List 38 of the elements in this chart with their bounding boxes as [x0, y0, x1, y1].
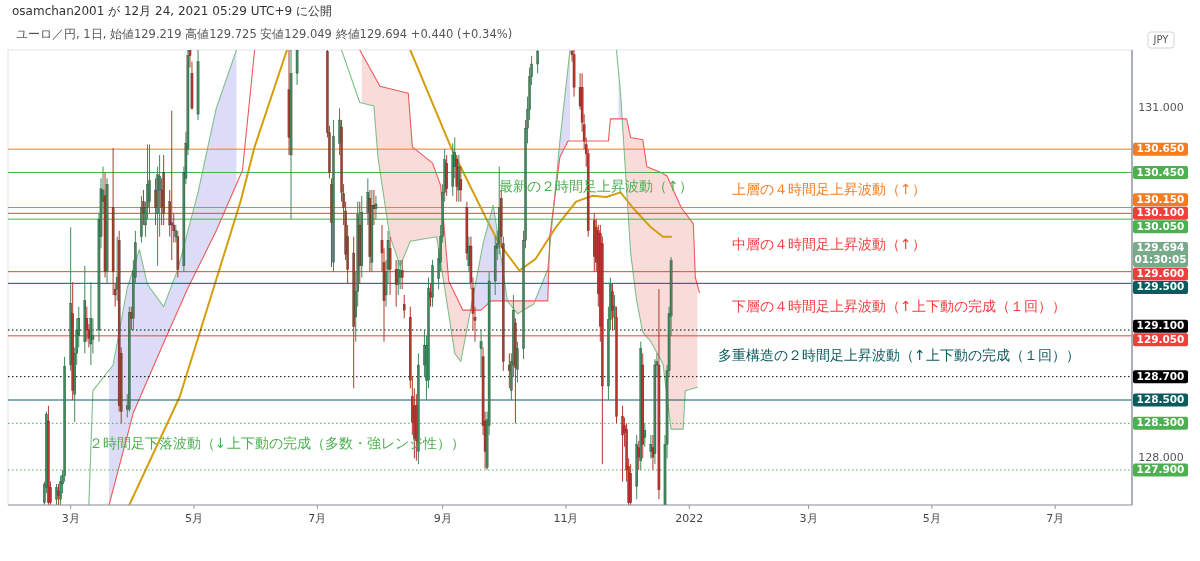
ref-line-label: 128.300 — [1136, 416, 1185, 429]
chart-title: osamchan2001 が 12月 24, 2021 05:29 UTC+9 に公開 — [12, 4, 332, 18]
x-tick-label: 11月 — [553, 512, 579, 525]
x-tick-label: 3月 — [61, 512, 80, 525]
annotation: 上層の４時間足上昇波動（↑） — [732, 181, 926, 197]
annotation: 下層の４時間足上昇波動（↑上下動の完成（１回）） — [732, 297, 1066, 314]
y-tick-label: 131.000 — [1138, 101, 1184, 115]
x-tick-label: 5月 — [184, 512, 203, 525]
text: 01:30:05 — [1134, 253, 1187, 266]
ref-line-label: 130.150 — [1136, 192, 1185, 205]
x-tick-label: 9月 — [433, 512, 452, 525]
x-tick-label: 2022 — [675, 512, 704, 525]
ref-line-label: 130.650 — [1136, 142, 1185, 155]
ref-line-label: 128.700 — [1136, 369, 1185, 382]
ref-line-label: 130.450 — [1136, 165, 1185, 178]
ref-line-label: 129.100 — [1136, 319, 1185, 332]
ref-line-label: 130.100 — [1136, 206, 1185, 219]
x-tick-label: 7月 — [1046, 512, 1065, 525]
ref-line-label: 130.050 — [1136, 219, 1185, 232]
ref-line-label: 128.500 — [1136, 393, 1185, 405]
x-tick-label: 3月 — [799, 512, 818, 525]
ref-line-label: 129.600 — [1136, 266, 1185, 279]
candlestick — [89, 281, 93, 366]
x-tick-label: 5月 — [922, 512, 941, 525]
y-axis-title: JPY — [1152, 34, 1170, 45]
ref-line-label: 129.050 — [1136, 332, 1185, 345]
text: 129.694 — [1136, 241, 1185, 254]
ref-line-label: 129.500 — [1136, 280, 1185, 293]
chart-subtitle: ユーロ／円, 1日, 始値129.219 高値129.725 安値129.049 終値129.694 +0.440 (+0.34%) — [16, 27, 513, 41]
ref-line-label: 127.900 — [1136, 463, 1185, 475]
candlestick — [295, 50, 299, 86]
candlestick — [621, 405, 624, 483]
candlestick — [402, 294, 406, 319]
y-tick-label: 128.000 — [1138, 451, 1184, 465]
x-tick-label: 7月 — [308, 512, 327, 525]
annotation: 中層の４時間足上昇波動（↑） — [732, 236, 926, 253]
candlestick — [536, 50, 539, 74]
annotation: 多重構造の２時間足上昇波動（↑上下動の完成（１回）） — [718, 347, 1080, 364]
